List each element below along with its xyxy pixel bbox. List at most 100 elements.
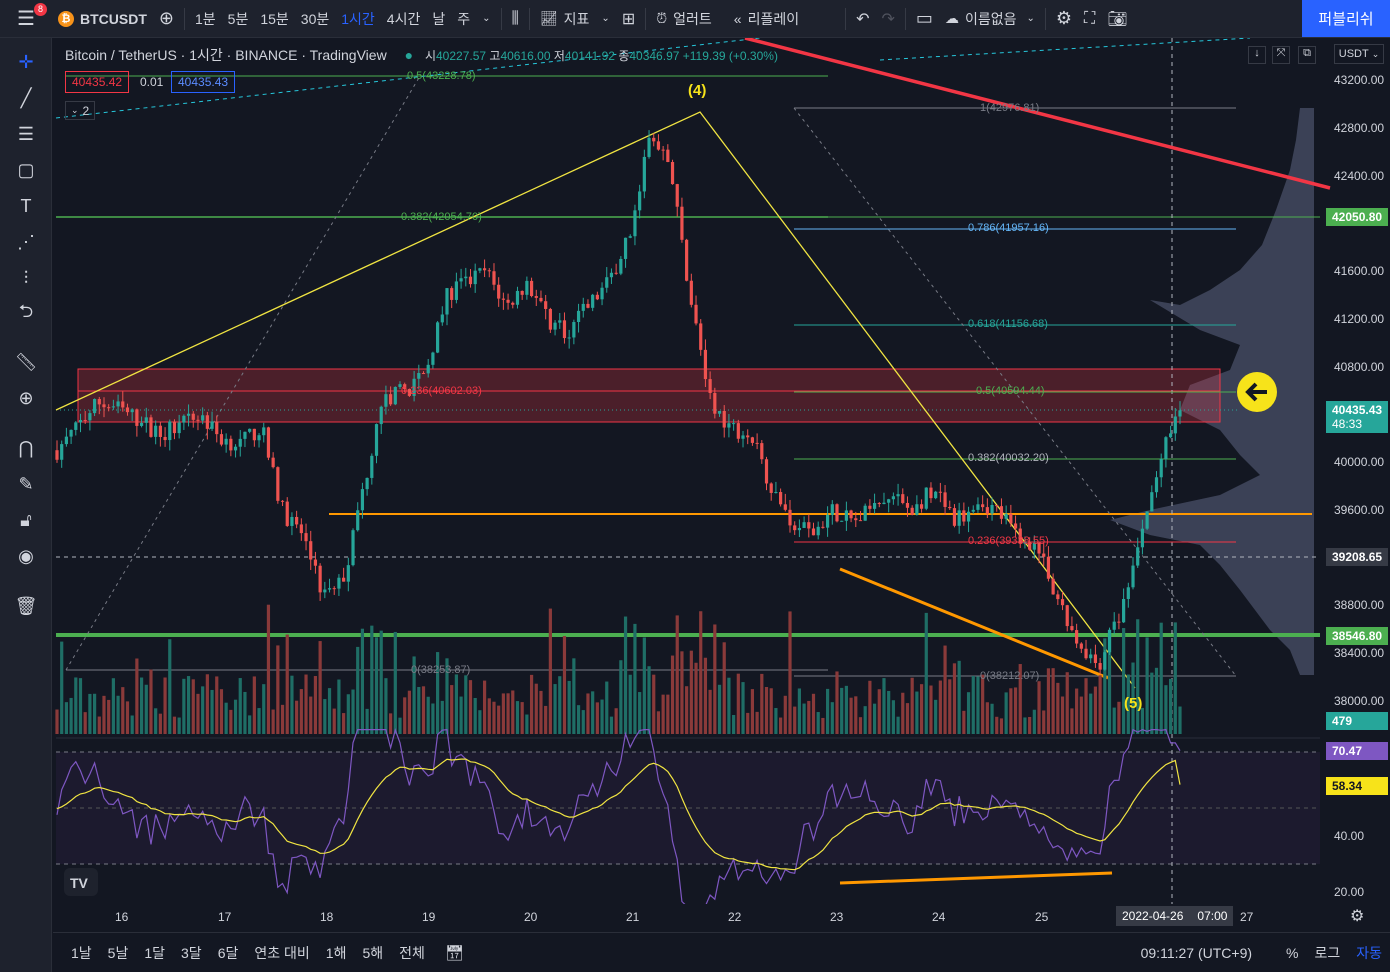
rectangle-icon[interactable]: ▢	[17, 159, 35, 180]
trash-icon[interactable]: 🗑︎	[14, 595, 38, 616]
ruler-icon[interactable]: 📏︎	[14, 351, 38, 372]
range-7[interactable]: 5해	[362, 944, 384, 961]
price-divergence-line[interactable]	[839, 567, 1109, 680]
interval-7[interactable]: 주	[457, 10, 471, 27]
volume-bar	[802, 703, 806, 734]
elliott-wave-lines[interactable]	[55, 111, 1136, 689]
replay-button[interactable]: « 리플레이	[728, 0, 805, 38]
log-toggle[interactable]: 로그	[1314, 944, 1341, 961]
lock-pencil-icon[interactable]: ✎	[18, 473, 34, 494]
candle-body	[750, 437, 755, 443]
range-1[interactable]: 5날	[107, 944, 129, 961]
range-8[interactable]: 전체	[399, 944, 425, 961]
range-4[interactable]: 6달	[217, 944, 239, 961]
date-range-icon[interactable]: 📅︎	[444, 944, 464, 962]
volume-bar	[764, 686, 769, 734]
time-axis[interactable]: 16 17 18 19 20 21 22 23 24 25 27	[53, 904, 1323, 930]
close-value: 40346.97	[629, 49, 680, 63]
price-chart[interactable]: TV	[53, 38, 1390, 904]
range-5[interactable]: 연초 대비	[254, 944, 310, 961]
volume-bar	[656, 711, 661, 734]
volume-bar	[121, 687, 125, 734]
chevron-down-icon[interactable]: ⌄	[482, 13, 491, 24]
range-0[interactable]: 1날	[71, 944, 92, 961]
volume-bar	[332, 708, 336, 734]
pane-settings-icon[interactable]: ⧉	[1298, 46, 1316, 64]
candle-body	[257, 435, 261, 441]
volume-bar	[1065, 672, 1069, 734]
interval-6[interactable]: 날	[432, 10, 446, 27]
interval-0[interactable]: 1분	[194, 10, 216, 27]
clock[interactable]: 09:11:27 (UTC+9)	[1140, 944, 1253, 961]
compare-icon[interactable]: ⊕	[158, 8, 174, 28]
pattern-icon[interactable]: ⋰	[17, 231, 35, 252]
interval-1[interactable]: 5분	[227, 10, 249, 27]
candle-type-icon[interactable]: ⫼	[511, 9, 519, 27]
volume-bar	[708, 689, 712, 734]
horizontal-lines-icon[interactable]: ☰	[17, 123, 35, 144]
symbol-search[interactable]: ₿ BTCUSDT	[52, 0, 153, 38]
eye-icon[interactable]: ◉	[18, 545, 34, 566]
volume-bar	[313, 676, 318, 734]
candle-body	[868, 505, 872, 509]
auto-toggle[interactable]: 자동	[1356, 944, 1382, 961]
interval-5[interactable]: 4시간	[386, 10, 421, 27]
candle-body	[74, 422, 78, 430]
magnet-icon[interactable]: ⋂	[18, 437, 34, 458]
tradingview-logo[interactable]	[64, 868, 98, 896]
candle-body	[370, 455, 374, 478]
volume-bar	[882, 678, 886, 734]
percent-toggle[interactable]: %	[1286, 944, 1299, 961]
interval-3[interactable]: 30분	[300, 10, 330, 27]
camera-icon[interactable]: 📷︎	[1107, 10, 1128, 28]
fullscreen-box-icon[interactable]: ▭	[915, 8, 933, 28]
axis-settings-icon[interactable]: ⚙︎	[1350, 908, 1365, 925]
bid-price-box[interactable]: 40435.42	[65, 71, 130, 93]
menu-icon[interactable]: ☰ 8	[0, 0, 52, 38]
undo-icon[interactable]: ↶	[856, 10, 870, 28]
lock-icon[interactable]: 🔓︎	[20, 509, 32, 530]
bottom-toolbar: 1날 5날 1달 3달 6달 연초 대비 1해 5해 전체 📅︎ 09:11:27 (UTC+9…	[53, 932, 1390, 972]
publish-button[interactable]: 퍼블리쉬	[1302, 0, 1390, 37]
back-arrow-icon[interactable]: ⮌	[18, 301, 34, 321]
range-6[interactable]: 1해	[325, 944, 347, 961]
candle-body	[1046, 556, 1051, 579]
currency-selector[interactable]: USDT ⌄	[1334, 44, 1384, 64]
volume-bar	[360, 628, 365, 734]
trend-line-icon[interactable]: ╱	[20, 87, 32, 108]
crosshair-icon[interactable]: ✛	[18, 51, 34, 72]
candle-body	[699, 323, 703, 350]
volume-bar	[670, 655, 675, 734]
redo-icon[interactable]: ↷	[881, 10, 895, 28]
zoom-in-icon[interactable]: ⊕	[18, 387, 34, 408]
expand-icon[interactable]: ⛶	[1084, 9, 1096, 27]
volume-bar	[487, 698, 491, 734]
rsi-divergence-line[interactable]	[839, 871, 1113, 885]
alert-button[interactable]: ⏰︎ 얼러트	[650, 0, 718, 38]
volume-bar	[506, 693, 510, 734]
collapse-indicators-button[interactable]: ⌄ 2	[65, 101, 96, 120]
volume-bar	[135, 658, 139, 734]
ask-price-box[interactable]: 40435.43	[171, 71, 236, 93]
range-2[interactable]: 1달	[144, 944, 166, 961]
interval-4[interactable]: 1시간	[341, 10, 375, 27]
scroll-down-icon[interactable]: ↓	[1248, 46, 1266, 64]
range-3[interactable]: 3달	[181, 944, 202, 961]
downtrend-line[interactable]	[744, 38, 1331, 190]
maximize-pane-icon[interactable]: ⤧	[1272, 46, 1290, 64]
interval-2[interactable]: 15분	[260, 10, 289, 27]
candle-body	[407, 389, 412, 396]
volume-bar	[365, 708, 369, 734]
cursor-date: 2022-04-26	[1122, 909, 1184, 923]
volume-bar	[877, 689, 881, 734]
candle-body	[990, 504, 994, 514]
templates-icon[interactable]: ⊞	[621, 10, 636, 28]
text-icon[interactable]: T	[20, 195, 32, 216]
forecast-icon[interactable]: ⫶	[23, 267, 29, 288]
resistance-zone[interactable]	[77, 368, 1221, 423]
indicators-button[interactable]: 📈︎ 지표 ⌄	[534, 0, 616, 38]
candle-body	[69, 429, 73, 437]
gear-icon[interactable]: ⚙︎	[1055, 8, 1072, 28]
chart-title[interactable]: Bitcoin / TetherUS · 1시간 · BINANCE · Tra…	[65, 47, 387, 63]
layout-name-button[interactable]: ☁︎ 이름없음 ⌄	[939, 0, 1041, 38]
